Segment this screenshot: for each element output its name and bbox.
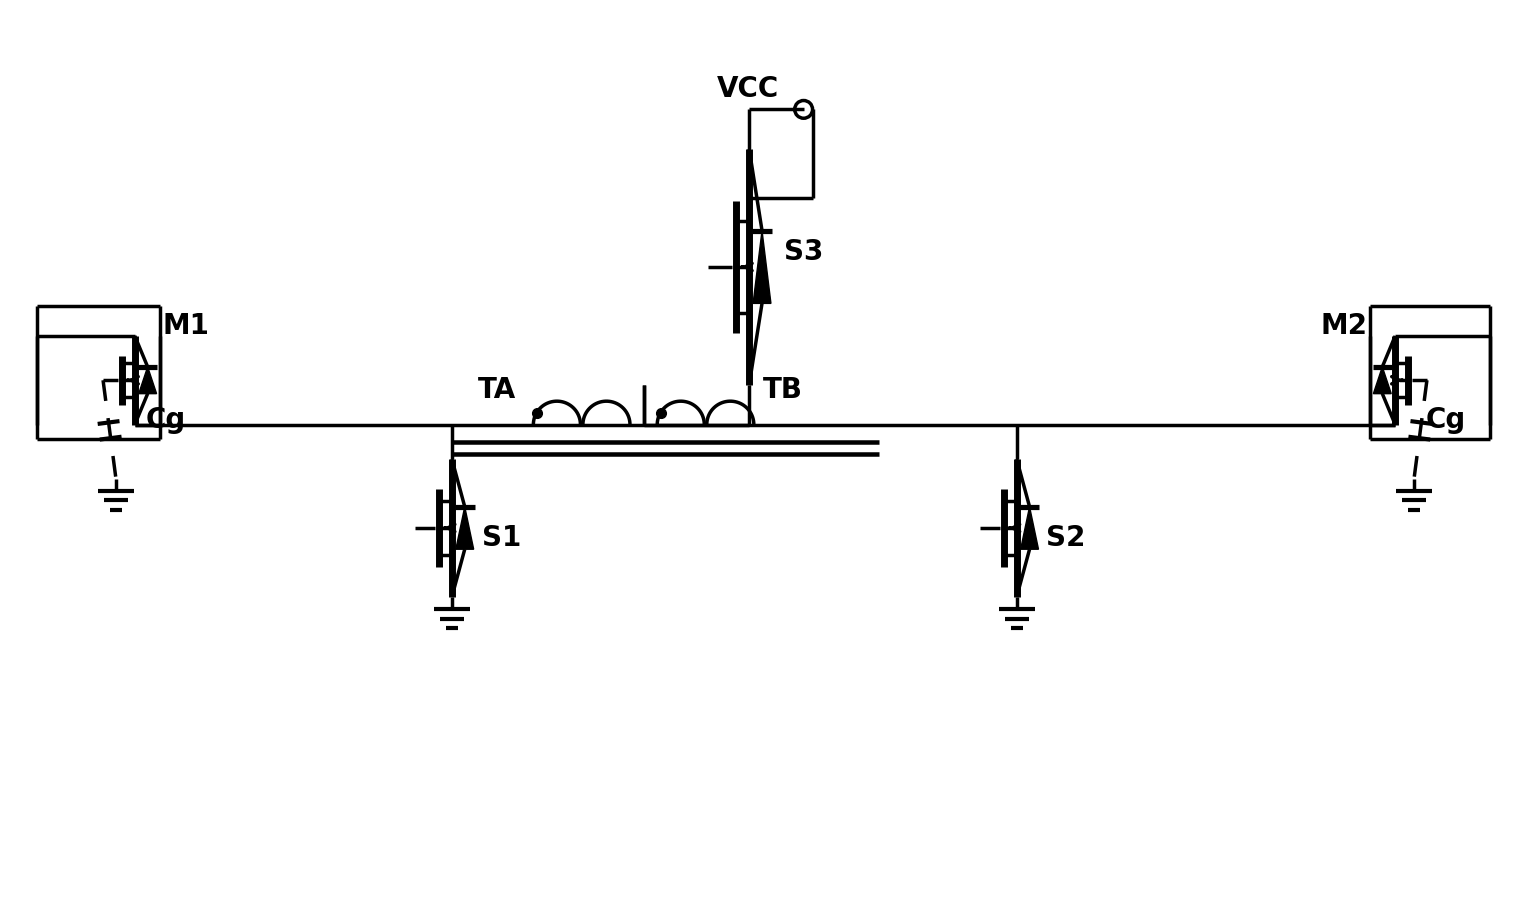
Text: M1: M1 xyxy=(162,312,209,340)
Text: S3: S3 xyxy=(783,238,823,266)
Text: S2: S2 xyxy=(1046,524,1086,552)
Polygon shape xyxy=(1020,506,1038,549)
Text: Cg: Cg xyxy=(1426,406,1466,433)
Text: S1: S1 xyxy=(481,524,521,552)
Text: VCC: VCC xyxy=(716,76,779,103)
Text: TB: TB xyxy=(764,376,803,404)
Text: Cg: Cg xyxy=(145,406,186,433)
Polygon shape xyxy=(139,367,157,394)
Polygon shape xyxy=(457,506,473,549)
Polygon shape xyxy=(753,231,771,303)
Polygon shape xyxy=(1373,367,1391,394)
Text: M2: M2 xyxy=(1321,312,1368,340)
Text: TA: TA xyxy=(478,376,516,404)
